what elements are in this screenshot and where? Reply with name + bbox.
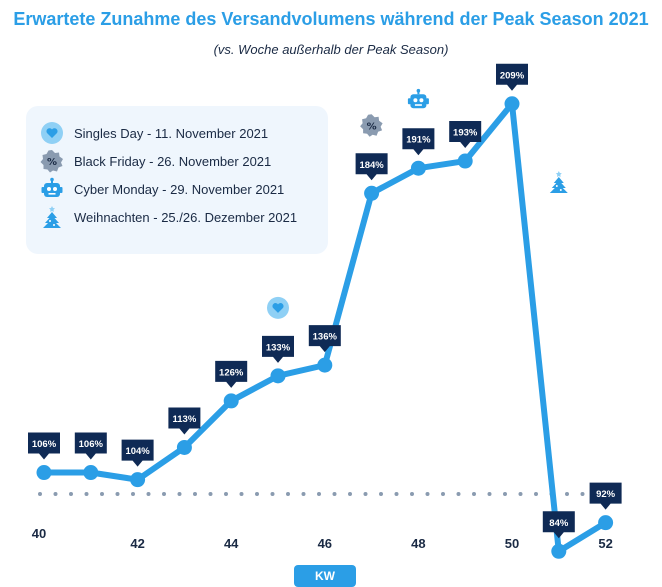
data-label: 184%: [359, 160, 384, 171]
data-label-box: [74, 432, 107, 460]
legend-item-christmas: Weihnachten - 25./26. Dezember 2021: [40, 204, 297, 230]
event-percent-badge-icon: %: [360, 114, 383, 137]
data-point: [504, 96, 520, 112]
x-tick-label: 46: [318, 536, 332, 551]
data-point: [364, 185, 380, 201]
data-point: [36, 465, 52, 481]
event-heart-icon: [267, 296, 289, 319]
data-label: 104%: [125, 446, 150, 457]
legend-item-black-friday: % Black Friday - 26. November 2021: [40, 148, 271, 174]
data-point: [223, 393, 239, 409]
percent-badge-icon: %: [40, 149, 64, 173]
data-label-box: [355, 153, 388, 181]
data-label: 209%: [500, 70, 525, 81]
x-tick-label: 48: [411, 536, 425, 551]
x-tick-label: 40: [32, 526, 46, 541]
chart-subtitle: (vs. Woche außerhalb der Peak Season): [213, 42, 449, 57]
event-christmas-tree-icon: [549, 171, 568, 193]
x-tick-label: 52: [598, 536, 612, 551]
legend-label: Cyber Monday - 29. November 2021: [74, 181, 285, 197]
data-point: [176, 439, 192, 455]
data-point: [83, 465, 99, 481]
data-point: [130, 472, 146, 488]
x-tick-label: 44: [224, 536, 239, 551]
data-label-box: [262, 335, 294, 363]
data-label: 193%: [453, 128, 478, 139]
legend-label: Weihnachten - 25./26. Dezember 2021: [74, 209, 298, 225]
legend-item-cyber-monday: Cyber Monday - 29. November 2021: [40, 176, 284, 202]
legend-label: Singles Day - 11. November 2021: [74, 125, 269, 141]
data-label: 84%: [549, 518, 569, 529]
data-label-box: [589, 482, 622, 510]
data-label: 126%: [219, 367, 244, 378]
x-tick-label: 50: [505, 536, 519, 551]
legend-label: Black Friday - 26. November 2021: [74, 153, 272, 169]
robot-icon: [40, 177, 64, 201]
data-label-box: [402, 128, 435, 156]
svg-text:%: %: [367, 121, 377, 132]
data-label-box: [449, 121, 482, 149]
data-point: [270, 368, 286, 384]
data-label: 113%: [173, 414, 197, 425]
data-label-box: [121, 439, 154, 467]
legend: Singles Day - 11. November 2021 % Black …: [26, 106, 328, 254]
data-label: 92%: [596, 489, 616, 500]
christmas-tree-icon: [40, 205, 64, 229]
data-label-box: [542, 511, 575, 539]
data-label: 106%: [32, 439, 57, 450]
data-label: 133%: [266, 342, 291, 353]
event-robot-icon: [407, 88, 429, 109]
data-label-box: [496, 63, 528, 91]
data-point: [317, 357, 333, 373]
data-point: [410, 160, 426, 176]
data-label-box: [28, 432, 60, 460]
heart-icon: [40, 121, 64, 145]
data-label: 191%: [406, 135, 431, 146]
data-label-box: [308, 325, 341, 353]
x-tick-label: 42: [130, 536, 144, 551]
svg-text:%: %: [47, 157, 57, 168]
data-label: 106%: [79, 439, 104, 450]
data-label-box: [168, 407, 201, 435]
data-point: [457, 153, 473, 169]
data-label: 136%: [313, 332, 338, 343]
data-point: [598, 515, 614, 531]
kw-axis-button[interactable]: KW: [294, 565, 356, 587]
data-label-box: [215, 360, 248, 388]
data-point: [551, 543, 567, 559]
chart-title: Erwartete Zunahme des Versandvolumens wä…: [13, 9, 649, 29]
legend-item-singles-day: Singles Day - 11. November 2021: [40, 120, 268, 146]
